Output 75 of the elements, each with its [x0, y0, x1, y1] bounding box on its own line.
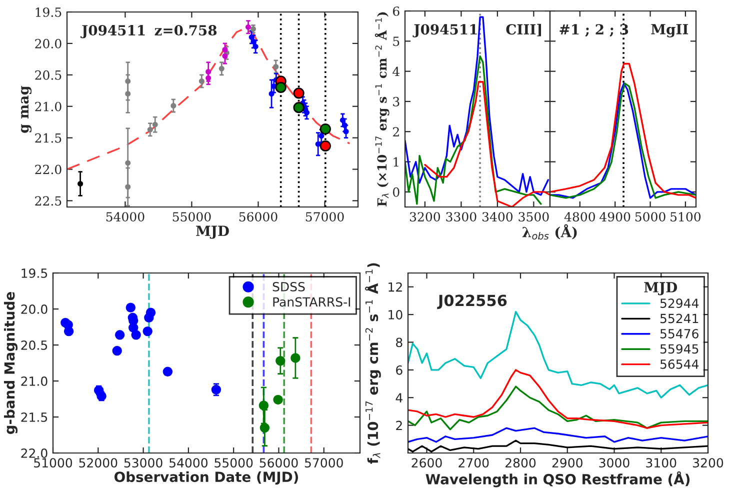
legend-label: 56544: [660, 359, 699, 369]
x-tick-label: 55000: [214, 458, 253, 468]
annotation: J094511: [412, 24, 477, 38]
y-tick-label: 22.5: [35, 196, 62, 206]
y-tick-label: 20.5: [21, 340, 48, 350]
x-tick-label: 3200: [693, 458, 724, 468]
x-tick-label: 3300: [446, 212, 476, 222]
x-tick-label: 57000: [306, 212, 344, 222]
y-tick-label: 21.5: [35, 133, 62, 143]
y-tick-label: 2: [393, 127, 399, 136]
x-tick-label: 3400: [482, 212, 513, 222]
x-tick-label: 5000: [635, 212, 666, 222]
y-tick-label: 22.0: [21, 448, 48, 458]
y-tick-label: 2: [396, 420, 402, 430]
y-tick-label: 22.0: [35, 164, 62, 174]
y-tick-label: 21.0: [21, 376, 48, 386]
y-tick-label: 1: [394, 157, 398, 167]
y-tick-label: 6: [393, 6, 400, 16]
x-tick-label: 53000: [124, 458, 162, 468]
legend-label: 52944: [660, 298, 699, 308]
y-tick-label: 20.0: [21, 304, 48, 314]
y-tick-label: 4: [392, 66, 400, 76]
x-tick-label: 3500: [518, 212, 549, 222]
y-tick-label: 21.5: [21, 412, 48, 422]
x-tick-label: 54000: [106, 212, 144, 222]
legend-title: MJD: [644, 282, 678, 296]
y-tick-label: 20.5: [35, 70, 62, 80]
x-tick-label: 54000: [170, 458, 208, 468]
y-axis-title: g mag: [21, 86, 32, 133]
text: F$_{λ}$ (×10$^{−17}$ erg s$^{−1}$ cm$^{−2}$ Å$^{−1}$): [374, 12, 390, 206]
y-tick-label: 12: [388, 282, 402, 292]
x-tick-label: 57000: [304, 458, 343, 468]
x-axis-title: Wavelength in QSO Restframe (Å): [426, 471, 690, 488]
legend-label: SDSS: [272, 282, 305, 292]
x-tick-label: 2800: [506, 458, 536, 468]
x-tick-label: 3200: [410, 212, 440, 222]
x-tick-label: 51000: [34, 458, 72, 468]
x-tick-label: 52000: [79, 458, 118, 468]
x-tick-label: 2900: [552, 458, 582, 468]
y-tick-label: 20.0: [35, 38, 62, 48]
x-tick-label: 4800: [564, 212, 595, 222]
text: f$_{λ}$ (10$^{−17}$ erg cm$^{−2}$ s$^{−1}$ Å$^{−1}$): [365, 263, 381, 464]
x-tick-label: 56000: [239, 212, 278, 222]
y-tick-label: 19.5: [36, 7, 62, 17]
x-tick-label: 5100: [670, 212, 701, 222]
legend-label: 55241: [660, 314, 698, 324]
y-tick-label: 5: [393, 36, 400, 46]
y-tick-label: 4: [396, 393, 402, 402]
legend-label: 55476: [660, 328, 698, 338]
x-tick-label: 4900: [600, 212, 630, 222]
y-tick-label: 3: [393, 96, 400, 106]
annotation: J022556: [437, 294, 507, 310]
x-tick-label: 2700: [458, 458, 489, 468]
x-tick-label: 3100: [646, 458, 676, 468]
y-tick-label: 8: [396, 338, 402, 348]
x-tick-label: 55000: [172, 212, 211, 222]
y-tick-label: 6: [396, 365, 402, 375]
y-tick-label: 21.0: [35, 102, 62, 112]
x-axis-title: MJD: [196, 226, 229, 239]
y-tick-label: 19.5: [22, 268, 48, 278]
annotation: MgII: [651, 24, 688, 38]
x-tick-label: 3000: [599, 458, 630, 468]
annotation: J094511: [80, 25, 145, 38]
y-tick-label: 0: [393, 187, 400, 197]
legend-label: 55945: [660, 344, 698, 354]
x-axis-title: Observation Date (MJD): [114, 471, 298, 485]
y-tick-label: 10: [388, 310, 402, 320]
annotation: z=0.758: [154, 25, 217, 36]
legend-label: PanSTARRS-I: [273, 297, 350, 307]
y-axis-title: g-band Magnitude: [4, 292, 18, 434]
annotation: CIII]: [506, 24, 542, 36]
x-tick-label: 56000: [260, 458, 298, 468]
x-tick-label: 2600: [412, 458, 442, 468]
annotation: #1 ; 2 ; 3: [560, 24, 628, 37]
x-axis-title: λ$_{obs}$ (Å): [522, 224, 577, 240]
